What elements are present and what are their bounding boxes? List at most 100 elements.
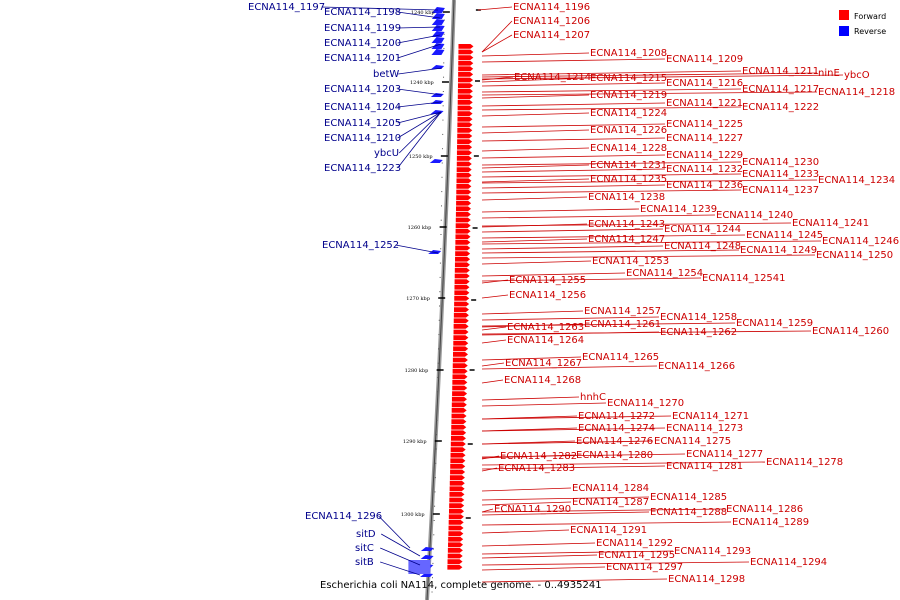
forward-gene-label[interactable]: ECNA114_1239 (640, 204, 717, 215)
forward-gene-label[interactable]: ECNA114_1273 (666, 423, 743, 434)
forward-gene-label[interactable]: ECNA114_1233 (742, 169, 819, 180)
forward-gene-label[interactable]: ECNA114_1284 (572, 483, 649, 494)
forward-gene-label[interactable]: ECNA114_1216 (666, 78, 743, 89)
forward-gene-label[interactable]: ECNA114_1281 (666, 461, 743, 472)
forward-gene-label[interactable]: ECNA114_1260 (812, 326, 889, 337)
reverse-gene-label[interactable]: ECNA114_1201 (324, 53, 401, 64)
forward-gene-label[interactable]: ECNA114_1253 (592, 256, 669, 267)
forward-gene-label[interactable]: ECNA114_1292 (596, 538, 673, 549)
reverse-gene-label[interactable]: ECNA114_1200 (324, 38, 401, 49)
forward-gene-label[interactable]: ECNA114_1282 (500, 451, 577, 462)
forward-gene-label[interactable]: ECNA114_1291 (570, 525, 647, 536)
forward-gene-label[interactable]: ECNA114_1224 (590, 108, 667, 119)
forward-gene-label[interactable]: ECNA114_1259 (736, 318, 813, 329)
forward-gene-label[interactable]: ECNA114_1249 (740, 245, 817, 256)
forward-gene-label[interactable]: ECNA114_1225 (666, 119, 743, 130)
forward-gene-label[interactable]: ECNA114_1283 (498, 463, 575, 474)
forward-gene-label[interactable]: ninE (818, 68, 840, 79)
forward-gene-label[interactable]: ECNA114_1214 (514, 72, 591, 83)
forward-gene-label[interactable]: ECNA114_1285 (650, 492, 727, 503)
forward-gene-label[interactable]: ECNA114_1250 (816, 250, 893, 261)
forward-gene-label[interactable]: ECNA114_1227 (666, 133, 743, 144)
forward-gene-label[interactable]: ECNA114_1247 (588, 234, 665, 245)
reverse-gene-label[interactable]: sitB (355, 557, 374, 568)
forward-gene-label[interactable]: ECNA114_1256 (509, 290, 586, 301)
forward-gene-label[interactable]: ECNA114_1230 (742, 157, 819, 168)
forward-gene-label[interactable]: ECNA114_1290 (494, 504, 571, 515)
forward-gene-label[interactable]: ECNA114_1206 (513, 16, 590, 27)
forward-gene-label[interactable]: ECNA114_1245 (746, 230, 823, 241)
forward-gene-label[interactable]: ECNA114_1275 (654, 436, 731, 447)
forward-gene-label[interactable]: ECNA114_1237 (742, 185, 819, 196)
forward-gene-label[interactable]: ECNA114_1289 (732, 517, 809, 528)
reverse-gene-label[interactable]: ECNA114_1197 (248, 2, 325, 13)
forward-gene-label[interactable]: ECNA114_1207 (513, 30, 590, 41)
forward-gene-label[interactable]: ECNA114_1293 (674, 546, 751, 557)
forward-gene-label[interactable]: ECNA114_1228 (590, 143, 667, 154)
forward-gene-label[interactable]: ECNA114_1258 (660, 312, 737, 323)
forward-gene-label[interactable]: ECNA114_1240 (716, 210, 793, 221)
forward-gene-label[interactable]: ECNA114_1232 (666, 164, 743, 175)
forward-gene-label[interactable]: ECNA114_1235 (590, 174, 667, 185)
reverse-gene-label[interactable]: ECNA114_1252 (322, 240, 399, 251)
forward-gene-label[interactable]: ECNA114_1236 (666, 180, 743, 191)
forward-gene-label[interactable]: ECNA114_1294 (750, 557, 827, 568)
forward-gene-label[interactable]: ECNA114_1276 (576, 436, 653, 447)
forward-gene-label[interactable]: hnhC (580, 392, 606, 403)
forward-gene-label[interactable]: ECNA114_1217 (742, 84, 819, 95)
forward-gene-label[interactable]: ECNA114_1218 (818, 87, 895, 98)
forward-gene-label[interactable]: ECNA114_1241 (792, 218, 869, 229)
forward-gene-label[interactable]: ECNA114_1262 (660, 327, 737, 338)
reverse-gene-label[interactable]: betW (373, 69, 399, 80)
reverse-gene-label[interactable]: ECNA114_1210 (324, 133, 401, 144)
forward-gene-label[interactable]: ECNA114_1231 (590, 160, 667, 171)
forward-gene-label[interactable]: ECNA114_1222 (742, 102, 819, 113)
forward-gene-label[interactable]: ECNA114_1277 (686, 449, 763, 460)
reverse-gene-label[interactable]: sitD (356, 529, 376, 540)
reverse-gene-label[interactable]: sitC (355, 543, 374, 554)
forward-gene-label[interactable]: ybcO (844, 70, 870, 81)
forward-gene-label[interactable]: ECNA114_1229 (666, 150, 743, 161)
forward-gene-label[interactable]: ECNA114_1272 (578, 411, 655, 422)
forward-gene-label[interactable]: ECNA114_1280 (576, 450, 653, 461)
reverse-gene-label[interactable]: ECNA114_1203 (324, 84, 401, 95)
forward-gene-label[interactable]: ECNA114_1288 (650, 507, 727, 518)
forward-gene-label[interactable]: ECNA114_1270 (607, 398, 684, 409)
forward-gene-label[interactable]: ECNA114_12541 (702, 273, 786, 284)
reverse-gene-label[interactable]: ECNA114_1296 (305, 511, 382, 522)
forward-gene-label[interactable]: ECNA114_1248 (664, 241, 741, 252)
forward-gene-label[interactable]: ECNA114_1211 (742, 66, 819, 77)
forward-gene-label[interactable]: ECNA114_1257 (584, 306, 661, 317)
reverse-gene-label[interactable]: ybcU (374, 148, 399, 159)
forward-gene-label[interactable]: ECNA114_1254 (626, 268, 703, 279)
forward-gene-label[interactable]: ECNA114_1219 (590, 90, 667, 101)
forward-gene-label[interactable]: ECNA114_1297 (606, 562, 683, 573)
reverse-gene-label[interactable]: ECNA114_1204 (324, 102, 401, 113)
forward-gene-label[interactable]: ECNA114_1286 (726, 504, 803, 515)
forward-gene-label[interactable]: ECNA114_1209 (666, 54, 743, 65)
forward-gene-label[interactable]: ECNA114_1268 (504, 375, 581, 386)
forward-gene-label[interactable]: ECNA114_1246 (822, 236, 899, 247)
forward-gene-label[interactable]: ECNA114_1266 (658, 361, 735, 372)
forward-gene-label[interactable]: ECNA114_1298 (668, 574, 745, 585)
reverse-gene-label[interactable]: ECNA114_1198 (324, 7, 401, 18)
reverse-gene-label[interactable]: ECNA114_1199 (324, 23, 401, 34)
forward-gene-label[interactable]: ECNA114_1278 (766, 457, 843, 468)
forward-gene-label[interactable]: ECNA114_1261 (584, 319, 661, 330)
forward-gene-label[interactable]: ECNA114_1255 (509, 275, 586, 286)
forward-gene-label[interactable]: ECNA114_1264 (507, 335, 584, 346)
forward-gene-label[interactable]: ECNA114_1215 (590, 73, 667, 84)
forward-gene-label[interactable]: ECNA114_1234 (818, 175, 895, 186)
forward-gene-label[interactable]: ECNA114_1271 (672, 411, 749, 422)
reverse-gene-label[interactable]: ECNA114_1223 (324, 163, 401, 174)
forward-gene-label[interactable]: ECNA114_1295 (598, 550, 675, 561)
forward-gene-label[interactable]: ECNA114_1221 (666, 98, 743, 109)
forward-gene-label[interactable]: ECNA114_1263 (507, 322, 584, 333)
forward-gene-label[interactable]: ECNA114_1265 (582, 352, 659, 363)
forward-gene-label[interactable]: ECNA114_1196 (513, 2, 590, 13)
reverse-gene-label[interactable]: ECNA114_1205 (324, 118, 401, 129)
forward-gene-label[interactable]: ECNA114_1267 (505, 358, 582, 369)
forward-gene-label[interactable]: ECNA114_1238 (588, 192, 665, 203)
forward-gene-label[interactable]: ECNA114_1287 (572, 497, 649, 508)
forward-gene-label[interactable]: ECNA114_1274 (578, 423, 655, 434)
